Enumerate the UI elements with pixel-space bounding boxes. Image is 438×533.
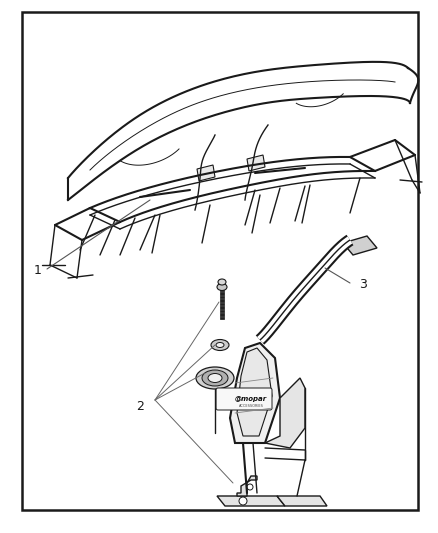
Polygon shape [237, 348, 272, 436]
Text: 2: 2 [136, 400, 144, 414]
Circle shape [239, 497, 247, 505]
Text: 3: 3 [359, 279, 367, 292]
Ellipse shape [202, 370, 228, 386]
Ellipse shape [208, 374, 222, 383]
Polygon shape [230, 343, 280, 443]
Text: 1: 1 [34, 263, 42, 277]
Polygon shape [217, 496, 285, 506]
Circle shape [247, 484, 253, 490]
Text: ACCESSORIES: ACCESSORIES [239, 404, 263, 408]
Text: @mopar: @mopar [235, 396, 267, 402]
Ellipse shape [211, 340, 229, 351]
Polygon shape [237, 476, 257, 496]
Ellipse shape [218, 279, 226, 285]
Polygon shape [277, 496, 327, 506]
Ellipse shape [217, 284, 227, 290]
Ellipse shape [196, 367, 234, 389]
Polygon shape [220, 290, 224, 319]
Ellipse shape [216, 343, 224, 348]
Polygon shape [197, 165, 215, 181]
Polygon shape [265, 378, 305, 448]
FancyBboxPatch shape [216, 388, 272, 410]
Polygon shape [247, 155, 265, 171]
Polygon shape [343, 236, 377, 255]
